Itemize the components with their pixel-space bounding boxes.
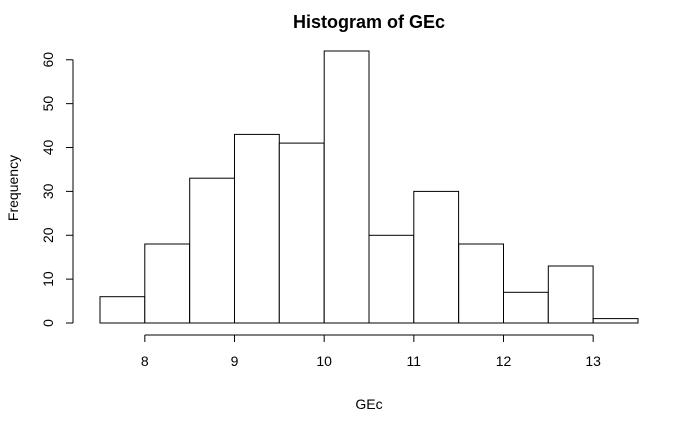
y-tick-label: 10 <box>40 271 56 287</box>
x-tick-label: 11 <box>407 353 422 369</box>
x-tick-label: 8 <box>141 353 149 369</box>
y-tick-label: 50 <box>40 96 56 112</box>
histogram-bar <box>144 243 191 324</box>
y-tick-label: 30 <box>40 183 56 199</box>
y-axis: 0 10 20 30 40 50 60 <box>40 52 74 327</box>
y-tick-label: 20 <box>40 227 56 243</box>
histogram-bar <box>189 177 235 324</box>
x-tick-label: 12 <box>496 353 512 369</box>
histogram-bar <box>547 265 594 324</box>
histogram-bar <box>323 50 370 324</box>
histogram-bars <box>99 50 639 324</box>
x-axis-label: GEc <box>355 396 382 412</box>
x-tick-label: 9 <box>231 353 239 369</box>
chart-title: Histogram of GEc <box>293 12 445 32</box>
y-tick-label: 40 <box>40 140 56 156</box>
histogram-bar <box>99 296 146 324</box>
histogram-bar <box>368 234 415 324</box>
y-tick-label: 60 <box>40 52 56 68</box>
histogram-bar <box>234 133 280 324</box>
x-tick-label: 13 <box>585 353 601 369</box>
y-tick-label: 0 <box>40 319 56 327</box>
y-axis-label: Frequency <box>5 155 21 221</box>
histogram-bar <box>413 190 460 324</box>
histogram-bar <box>278 142 325 324</box>
histogram-bar <box>503 291 549 324</box>
x-tick-label: 10 <box>316 353 332 369</box>
x-axis: 8 9 10 11 12 13 <box>141 334 601 369</box>
histogram-bar <box>458 243 505 324</box>
histogram-bar <box>592 318 639 324</box>
